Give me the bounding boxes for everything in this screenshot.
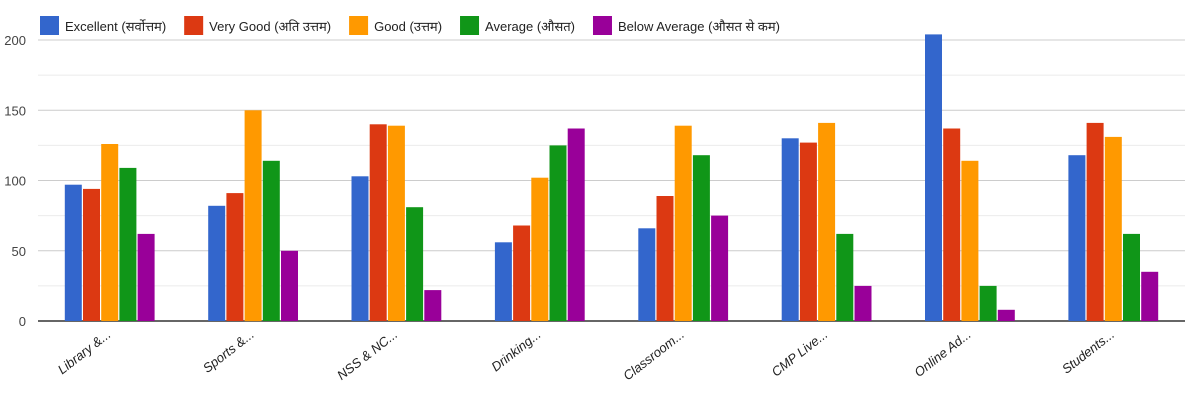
bar[interactable] <box>674 125 692 321</box>
x-axis: Library &... Sports &... NSS & NC... Drinki… <box>55 327 1117 384</box>
legend-label: Below Average (औसत से कम) <box>618 19 780 34</box>
legend-label: Excellent (सर्वोत्तम) <box>65 19 166 34</box>
bar[interactable] <box>244 110 262 322</box>
bar[interactable] <box>1086 122 1104 322</box>
legend: Excellent (सर्वोत्तम) Very Good (अति उत्त… <box>40 16 780 35</box>
bar[interactable] <box>943 128 961 322</box>
x-category-label: NSS & NC... <box>334 327 400 383</box>
bar[interactable] <box>549 145 567 321</box>
bar[interactable] <box>567 128 585 322</box>
bar[interactable] <box>494 242 512 321</box>
y-tick-label: 100 <box>4 174 26 189</box>
bar[interactable] <box>369 124 387 321</box>
y-tick-label: 150 <box>4 103 26 118</box>
bar[interactable] <box>925 34 942 322</box>
legend-label: Good (उत्तम) <box>374 19 442 34</box>
bar[interactable] <box>83 188 100 321</box>
bar[interactable] <box>961 160 979 321</box>
bar[interactable] <box>208 205 226 321</box>
legend-swatch <box>184 16 204 35</box>
bar[interactable] <box>979 285 997 321</box>
bar[interactable] <box>351 176 369 321</box>
legend-swatch <box>460 16 480 35</box>
bar[interactable] <box>1068 155 1086 321</box>
x-category-label: Drinking... <box>488 327 543 375</box>
legend-swatch <box>349 16 369 35</box>
legend-swatch <box>40 16 59 35</box>
bars <box>64 34 1159 322</box>
x-category-label: Library &... <box>55 327 114 378</box>
bar[interactable] <box>119 167 137 321</box>
bar[interactable] <box>64 184 82 321</box>
x-category-label: Students... <box>1059 327 1117 377</box>
bar[interactable] <box>262 160 280 321</box>
bar[interactable] <box>137 233 155 321</box>
bar[interactable] <box>711 215 729 321</box>
bar[interactable] <box>656 196 674 321</box>
x-category-label: Sports &... <box>200 327 257 376</box>
bar[interactable] <box>854 285 872 321</box>
bar[interactable] <box>1123 233 1140 321</box>
x-category-label: CMP Live... <box>769 327 831 380</box>
bar[interactable] <box>1141 271 1159 321</box>
bar[interactable] <box>781 138 799 321</box>
y-tick-label: 200 <box>4 33 26 48</box>
bar[interactable] <box>531 177 549 321</box>
bar[interactable] <box>226 193 244 321</box>
x-category-label: Online Ad... <box>911 327 973 380</box>
bar[interactable] <box>281 250 298 322</box>
bar[interactable] <box>387 125 405 321</box>
legend-label: Very Good (अति उत्तम) <box>209 19 331 34</box>
bar[interactable] <box>513 225 531 322</box>
legend-swatch <box>592 16 612 35</box>
bar[interactable] <box>836 233 854 321</box>
bar[interactable] <box>799 142 817 321</box>
y-tick-label: 0 <box>19 314 26 329</box>
legend-label: Average (औसत) <box>485 19 575 34</box>
x-category-label: Classroom... <box>620 327 687 384</box>
bar[interactable] <box>638 228 656 321</box>
bar[interactable] <box>424 290 442 321</box>
y-tick-label: 50 <box>12 244 26 259</box>
bar[interactable] <box>818 122 836 322</box>
bar[interactable] <box>997 309 1015 321</box>
bar[interactable] <box>406 207 424 321</box>
bar[interactable] <box>101 144 119 321</box>
bar[interactable] <box>1104 136 1122 321</box>
bar[interactable] <box>692 155 710 321</box>
